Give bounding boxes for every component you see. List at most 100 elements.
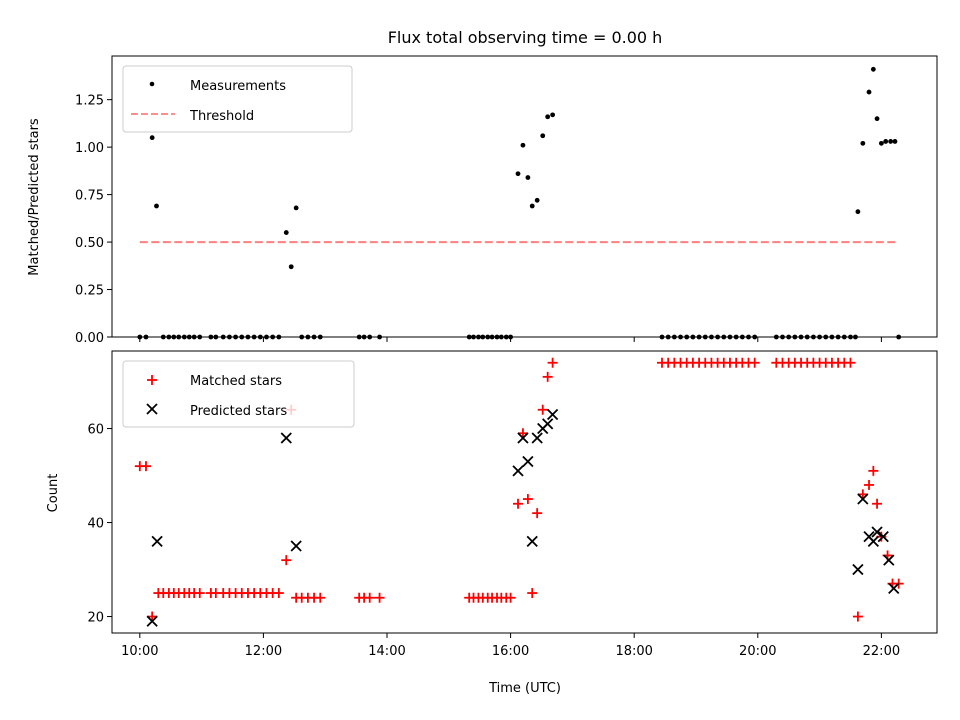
bottom-x-tick-label: 14:00 (368, 644, 405, 659)
matched-star-point (868, 465, 879, 476)
bottom-y-tick-label: 40 (87, 517, 104, 532)
bottom-tick-marks: 10:00 12:00 14:00 16:00 18:00 20:00 22:00 20 40 6… (87, 423, 900, 659)
predicted-star-point (888, 582, 900, 594)
predicted-star-point (512, 465, 524, 477)
bottom-y-axis-label: Count (46, 474, 61, 513)
matched-star-point (542, 371, 553, 382)
matched-star-point (852, 611, 863, 622)
measurement-point (288, 264, 294, 270)
predicted-star-point (857, 493, 869, 505)
measurement-point (545, 114, 551, 120)
top-y-tick-label: 1.00 (75, 141, 104, 156)
top-y-tick-label: 0.00 (75, 331, 104, 346)
top-chart-title: Flux total observing time = 0.00 h (388, 28, 663, 47)
top-y-axis-label: Matched/Predicted stars (27, 118, 42, 276)
measurement-point (515, 171, 521, 177)
matched-star-point (749, 357, 760, 368)
top-panel: Flux total observing time = 0.00 h 0.000… (27, 28, 938, 346)
bottom-y-tick-label: 60 (87, 423, 104, 438)
predicted-star-point (883, 554, 895, 566)
bottom-y-tick-label: 20 (87, 611, 104, 626)
top-axes-frame (111, 55, 938, 338)
matched-star-point (374, 592, 385, 603)
predicted-star-point (531, 432, 543, 444)
matched-star-point (147, 611, 158, 622)
measurement-point (154, 203, 159, 209)
matched-stars-series (134, 357, 904, 622)
measurement-point (534, 197, 540, 203)
matched-star-point (517, 428, 528, 439)
top-tick-marks: 0.00 0.25 0.50 0.75 1.00 1.25 (75, 94, 882, 346)
bottom-legend-box (122, 360, 355, 428)
measurement-point (870, 66, 876, 72)
measurement-point (283, 230, 289, 235)
measurement-point (874, 116, 880, 122)
top-y-tick-label: 0.25 (75, 284, 104, 299)
measurement-point (883, 139, 889, 144)
matched-star-point (537, 404, 548, 415)
predicted-star-point (546, 408, 559, 421)
bottom-legend: Matched stars Predicted stars (122, 360, 355, 428)
matched-star-point (194, 588, 205, 599)
predicted-star-point (517, 432, 529, 444)
bottom-x-axis-label: Time (UTC) (488, 681, 561, 696)
measurement-point (520, 142, 526, 148)
predicted-star-point (526, 535, 538, 547)
predicted-star-point (867, 535, 879, 547)
bottom-x-tick-label: 22:00 (863, 644, 900, 659)
predicted-star-point (280, 432, 292, 444)
bottom-x-tick-label: 16:00 (492, 644, 529, 659)
top-legend: Measurements Threshold (122, 65, 353, 133)
matched-star-point (513, 498, 524, 509)
measurement-point (888, 139, 894, 144)
matched-star-point (522, 494, 533, 505)
measurement-point (550, 112, 556, 118)
measurement-point (860, 140, 866, 146)
legend-matched-marker (147, 375, 157, 385)
legend-predicted-marker (146, 403, 158, 415)
bottom-axes-frame (111, 350, 938, 634)
predicted-star-point (522, 455, 534, 468)
bottom-x-tick-label: 10:00 (121, 644, 158, 659)
legend-measurements-label: Measurements (190, 79, 286, 94)
measurement-point (293, 205, 299, 211)
measurement-point (149, 135, 155, 141)
matched-star-point (532, 508, 543, 519)
predicted-star-point (151, 535, 163, 547)
predicted-star-point (542, 418, 554, 430)
legend-matched-label: Matched stars (190, 374, 282, 389)
matched-star-point (140, 461, 151, 472)
bottom-x-tick-label: 18:00 (615, 644, 652, 659)
matched-star-point (857, 489, 868, 500)
measurement-point (540, 133, 546, 139)
top-y-tick-label: 0.50 (75, 236, 104, 251)
predicted-star-point (877, 531, 889, 543)
matched-star-point (273, 588, 284, 599)
predicted-star-point (852, 563, 864, 576)
legend-measurements-marker (149, 81, 155, 87)
measurement-point (866, 89, 872, 95)
bottom-x-tick-label: 20:00 (739, 644, 776, 659)
bottom-panel: 10:00 12:00 14:00 16:00 18:00 20:00 22:00 20 40 6… (46, 350, 938, 696)
top-y-tick-label: 1.25 (75, 94, 104, 109)
measurement-point (855, 209, 861, 215)
matched-star-point (364, 592, 375, 603)
matched-star-point (547, 357, 558, 368)
measurement-point (878, 140, 884, 146)
matched-star-point (505, 592, 516, 603)
legend-threshold-label: Threshold (189, 109, 254, 124)
top-y-tick-label: 0.75 (75, 189, 104, 204)
predicted-star-point (146, 615, 158, 627)
matched-star-point (281, 555, 292, 566)
matched-star-point (864, 479, 875, 490)
matched-star-point (315, 592, 326, 603)
matched-star-point (872, 498, 883, 509)
matched-star-point (845, 357, 856, 368)
top-legend-box (122, 65, 353, 133)
measurement-point (529, 203, 535, 209)
predicted-star-point (290, 540, 302, 552)
predicted-stars-series (146, 408, 900, 627)
measurement-point (525, 175, 531, 180)
matched-star-point (527, 588, 538, 599)
